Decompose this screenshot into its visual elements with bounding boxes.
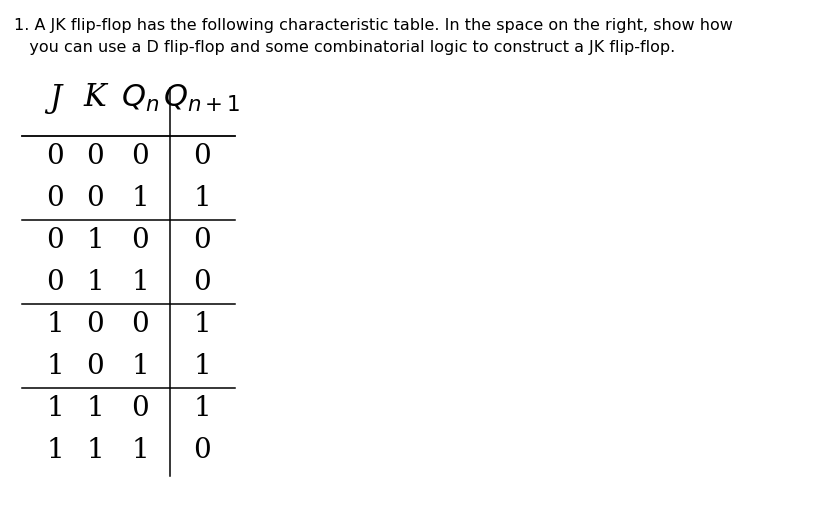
Text: K: K: [83, 83, 106, 113]
Text: 1: 1: [131, 437, 149, 464]
Text: 0: 0: [86, 186, 104, 213]
Text: 1: 1: [86, 269, 104, 296]
Text: J: J: [49, 83, 61, 113]
Text: 0: 0: [193, 228, 211, 254]
Text: 0: 0: [46, 228, 64, 254]
Text: 0: 0: [131, 228, 149, 254]
Text: 1. A JK flip-flop has the following characteristic table. In the space on the ri: 1. A JK flip-flop has the following char…: [14, 18, 733, 33]
Text: 1: 1: [193, 396, 211, 422]
Text: $\mathit{Q}_{n+1}$: $\mathit{Q}_{n+1}$: [164, 83, 240, 113]
Text: 0: 0: [46, 269, 64, 296]
Text: 0: 0: [86, 354, 104, 381]
Text: 1: 1: [46, 437, 64, 464]
Text: 0: 0: [131, 396, 149, 422]
Text: 1: 1: [193, 186, 211, 213]
Text: 1: 1: [86, 228, 104, 254]
Text: 1: 1: [131, 354, 149, 381]
Text: 0: 0: [193, 144, 211, 171]
Text: 0: 0: [131, 144, 149, 171]
Text: 1: 1: [193, 311, 211, 339]
Text: 1: 1: [46, 396, 64, 422]
Text: 0: 0: [46, 186, 64, 213]
Text: 1: 1: [193, 354, 211, 381]
Text: 0: 0: [86, 311, 104, 339]
Text: you can use a D flip-flop and some combinatorial logic to construct a JK flip-fl: you can use a D flip-flop and some combi…: [14, 40, 675, 55]
Text: 0: 0: [46, 144, 64, 171]
Text: $\mathit{Q}_n$: $\mathit{Q}_n$: [121, 83, 159, 113]
Text: 0: 0: [193, 269, 211, 296]
Text: 0: 0: [86, 144, 104, 171]
Text: 1: 1: [86, 396, 104, 422]
Text: 1: 1: [131, 269, 149, 296]
Text: 1: 1: [86, 437, 104, 464]
Text: 0: 0: [131, 311, 149, 339]
Text: 1: 1: [46, 354, 64, 381]
Text: 0: 0: [193, 437, 211, 464]
Text: 1: 1: [131, 186, 149, 213]
Text: 1: 1: [46, 311, 64, 339]
